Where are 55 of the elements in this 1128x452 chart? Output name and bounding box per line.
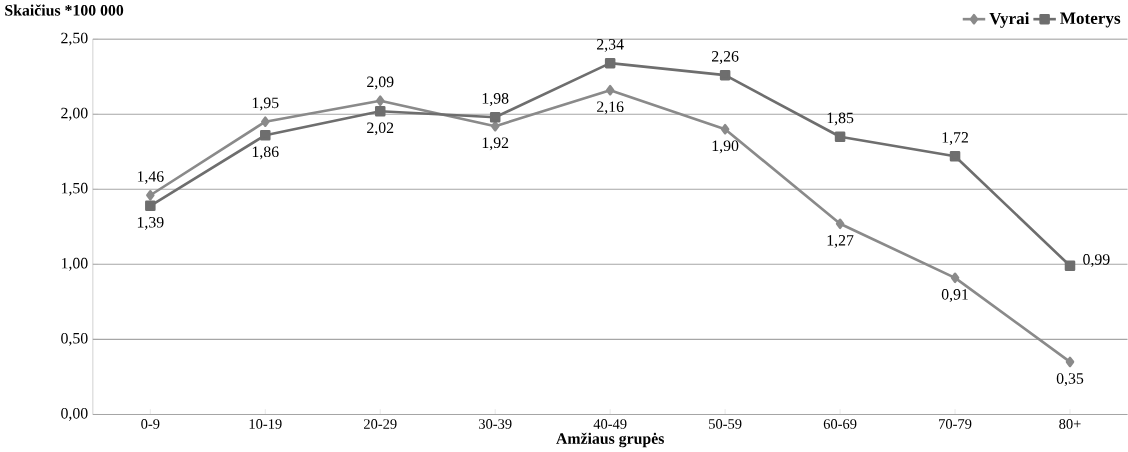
point	[374, 106, 386, 117]
point	[1065, 356, 1075, 368]
point	[260, 130, 271, 141]
point	[719, 70, 731, 81]
y-tick-label: 1,00	[61, 258, 88, 271]
data-label: 2,09	[367, 76, 394, 90]
point	[146, 190, 155, 201]
x-tick-label: 50-59	[709, 419, 742, 430]
data-label: 1,98	[482, 93, 509, 107]
y-axis-title: Skaičius *100 000	[5, 4, 124, 16]
data-label: 2,34	[597, 39, 624, 53]
x-tick-label: 0-9	[141, 419, 160, 430]
data-label: 1,92	[482, 137, 509, 151]
x-tick-label: 20-29	[363, 419, 397, 430]
x-tick-label: 10-19	[249, 419, 282, 430]
data-label: 0,91	[941, 289, 968, 303]
point	[949, 151, 961, 162]
point	[834, 131, 846, 143]
point	[145, 200, 156, 212]
point	[489, 112, 501, 123]
data-label: 2,02	[367, 122, 394, 136]
data-label: 2,16	[597, 101, 624, 115]
point	[375, 95, 385, 107]
point	[1064, 260, 1076, 272]
point	[490, 121, 500, 132]
point	[261, 116, 270, 128]
y-tick-label: 1,50	[61, 182, 88, 196]
point	[605, 85, 615, 96]
point	[835, 218, 845, 230]
data-label: 1,90	[712, 140, 739, 154]
y-tick-label: 0,50	[61, 333, 88, 347]
data-label: 1,39	[137, 217, 164, 231]
data-label: 1,85	[827, 112, 854, 126]
data-label: 1,27	[827, 235, 854, 249]
y-tick-label: 2,00	[61, 107, 88, 121]
x-tick-label: 40-49	[593, 419, 627, 430]
point	[720, 124, 730, 135]
data-label: 2,26	[712, 51, 739, 65]
data-label: 1,86	[252, 146, 279, 160]
data-label: 0,35	[1056, 373, 1084, 387]
point	[604, 58, 616, 69]
x-tick-label: 60-69	[823, 419, 857, 430]
x-tick-label: 30-39	[479, 419, 512, 430]
y-tick-label: 0,00	[61, 408, 88, 422]
y-tick-label: 2,50	[61, 32, 88, 46]
x-tick-label: 70-79	[939, 419, 972, 430]
legend-label: Vyrai	[989, 12, 1030, 28]
data-label: 0,99	[1083, 254, 1110, 268]
legend-label: Moterys	[1060, 12, 1121, 28]
data-label: 1,72	[942, 132, 968, 146]
data-label: 1,95	[252, 97, 279, 111]
data-label: 1,46	[137, 171, 164, 185]
point	[950, 272, 960, 284]
x-tick-label: 80+	[1059, 419, 1081, 430]
x-axis-title: Amžiaus grupės	[556, 432, 664, 448]
